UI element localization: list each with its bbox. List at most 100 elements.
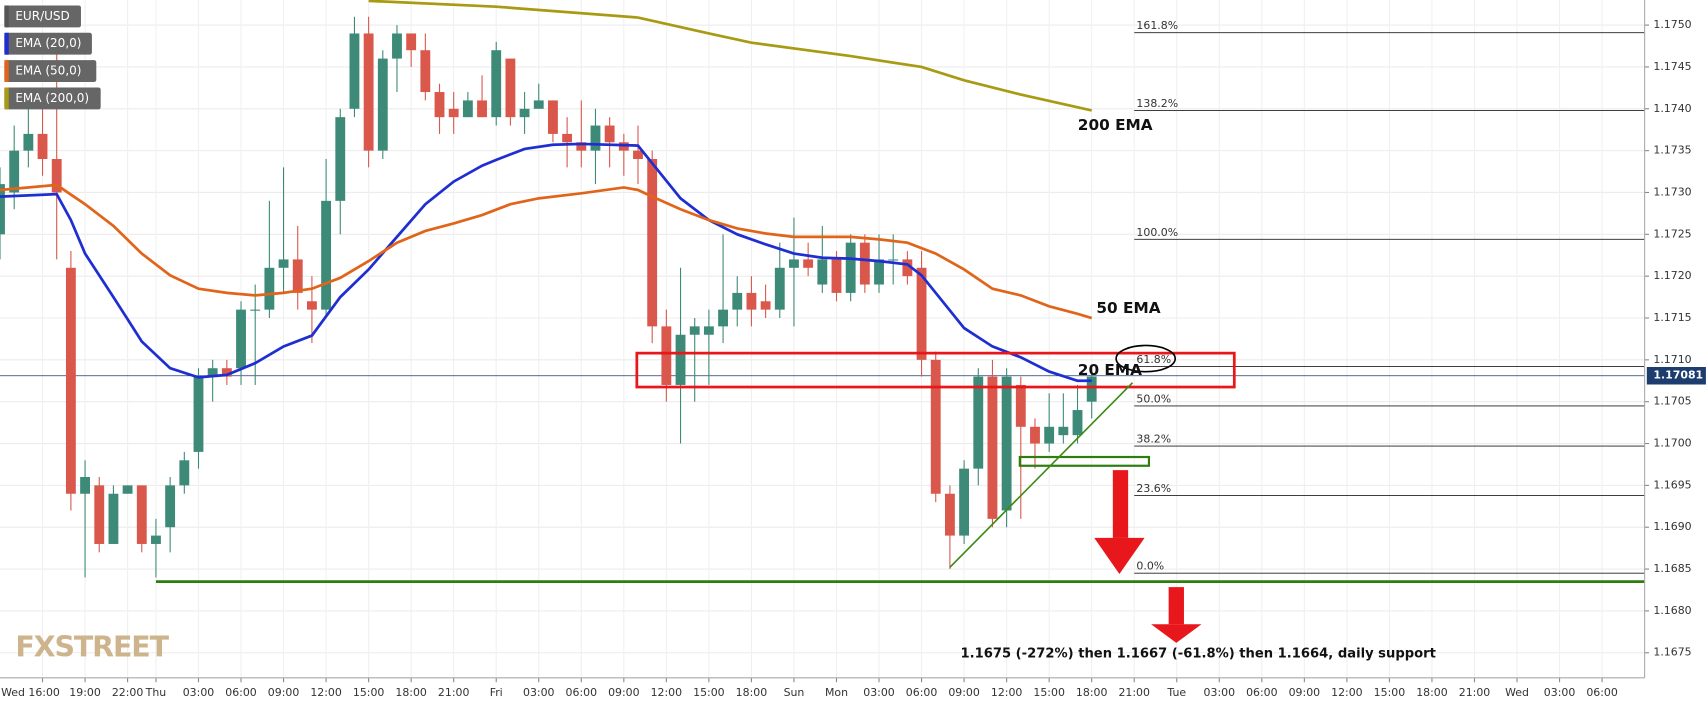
x-tick-label: 03:00 [863,686,895,699]
y-tick-label: 1.1745 [1653,60,1691,73]
legend-label: EUR/USD [15,9,69,23]
candle-body [718,309,728,327]
x-tick-label: 21:00 [1459,686,1491,699]
x-tick-label: 03:00 [183,686,215,699]
x-tick-label: 12:00 [991,686,1023,699]
candle-body [831,259,842,293]
fib-label: 61.8% [1136,353,1171,366]
candle-body [944,493,955,536]
legend-box [4,5,81,28]
candle-body [51,159,62,193]
candle-body [448,108,459,118]
x-tick-label: 18:00 [736,686,768,699]
candle-body [1030,426,1040,444]
x-tick-label: 21:00 [1118,686,1150,699]
candle-body [916,267,927,360]
candle-body [151,535,161,544]
candle-body [165,485,176,528]
x-tick-label: 09:00 [268,686,300,699]
y-tick-label: 1.1695 [1653,478,1691,491]
x-tick-label: 09:00 [608,686,640,699]
note: 1.1675 (-272%) then 1.1667 (-61.8%) then… [961,646,1436,661]
y-tick-label: 1.1705 [1653,395,1691,408]
candle-body [533,100,544,109]
candle-body [434,92,445,118]
candle-body [590,125,601,151]
y-tick-label: 1.1735 [1653,144,1691,157]
candle-body [37,133,48,160]
candle-body [859,242,870,285]
candle-body [306,301,317,310]
candle-body [108,493,119,544]
arrow-head [1094,537,1145,574]
legend-swatch [4,87,9,110]
candle-body [122,485,133,494]
fib-label: 23.6% [1136,482,1171,495]
candle-body [278,259,289,268]
y-tick-label: 1.1690 [1653,520,1691,533]
plot: 161.8% 138.2% 100.0% 61.8% 50.0% 38.2% 23.6% 0.… [0,0,1706,583]
candle-body [392,33,402,59]
x-tick-label: 21:00 [438,686,470,699]
x-tick-label: 06:00 [906,686,938,699]
ema-line [368,0,1092,112]
y-tick-label: 1.1710 [1653,353,1691,366]
x-tick-label: 15:00 [353,686,385,699]
candle-body [803,259,814,268]
x-tick-label: Thu [145,686,167,699]
candle-body [94,485,105,544]
candle-body [477,100,487,118]
x-tick-label: 15:00 [1374,686,1406,699]
y-tick-label: 1.1720 [1653,269,1691,282]
legend-box [4,32,92,55]
watermark: FXSTREET [15,630,169,663]
candle-body [703,326,714,335]
candle-body [774,267,785,310]
candle-body [250,309,261,311]
x-tick-label: 12:00 [1331,686,1363,699]
y-tick-label: 1.1725 [1653,227,1691,240]
fib-label: 38.2% [1136,432,1171,445]
y-tick-label: 1.1675 [1653,646,1691,659]
candle-body [0,184,5,235]
candle-body [349,33,360,109]
candle-body [562,133,573,143]
candle-body [888,259,899,261]
candle-body [746,292,757,310]
candle-body [236,309,246,369]
candle-body [9,150,20,193]
x-tick-label: 09:00 [1289,686,1321,699]
candle-body [689,326,700,335]
candle-body [136,485,147,544]
candle-body [1001,376,1012,511]
x-tick-label: Wed 16:00 [1,686,60,699]
x-tick-label: Sun [784,686,805,699]
candle-body [335,117,346,201]
resistance-zone [635,351,1236,389]
candle-body [321,200,332,310]
x-tick-label: 06:00 [566,686,598,699]
x-tick-label: Mon [825,686,848,699]
candle-body [193,376,204,452]
annotation: 20 EMA [1078,361,1142,379]
candle-body [80,477,90,494]
x-tick-label: 15:00 [1033,686,1065,699]
x-tick-label: 15:00 [693,686,725,699]
candle-body [576,142,587,151]
candle-body [1044,426,1055,444]
x-tick-label: 12:00 [310,686,342,699]
y-tick-label: 1.1685 [1653,562,1691,575]
last-price-tag [1646,367,1706,385]
x-tick-label: 18:00 [1076,686,1108,699]
arrow-shaft [1112,470,1129,538]
y-tick-label: 1.1700 [1653,437,1691,450]
x-tick-label: 19:00 [69,686,101,699]
candle-body [1072,410,1083,436]
last-price-label: 1.17081 [1653,369,1703,382]
x-tick-label: 09:00 [948,686,980,699]
x-tick-label: 03:00 [1204,686,1236,699]
candle-body [179,460,190,486]
candle-body [519,108,530,118]
candle-body [661,326,672,385]
